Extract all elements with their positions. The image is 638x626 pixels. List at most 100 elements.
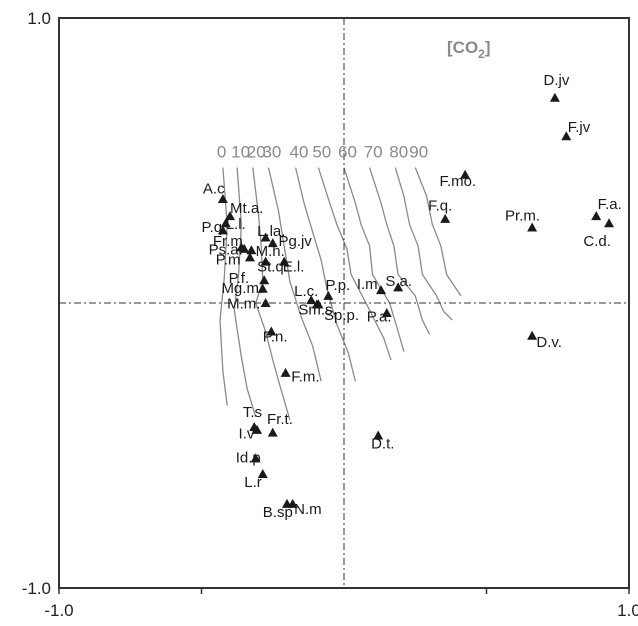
y-tick-label-0: 1.0	[27, 9, 51, 28]
point-label-33: F.q.	[428, 197, 452, 214]
marker-15	[323, 290, 334, 300]
contour-line-70	[368, 167, 431, 335]
point-label-38: F.a.	[598, 196, 622, 213]
point-label-12: P.f.	[229, 270, 250, 287]
contour-label-60: 60	[338, 143, 357, 162]
marker-11	[279, 256, 290, 266]
marker-23	[280, 367, 291, 377]
marker-9	[244, 252, 255, 262]
point-label-20: S.a.	[385, 273, 412, 290]
marker-28	[257, 469, 268, 478]
point-label-21: P.a.	[367, 309, 392, 326]
point-label-25: I.v	[239, 425, 255, 442]
marker-31	[373, 430, 384, 440]
point-label-13: Mg.m.	[221, 280, 263, 297]
point-label-0: A.c	[203, 180, 225, 197]
contour-label-10: 10	[231, 143, 250, 162]
point-label-27: Id.p	[236, 450, 261, 467]
contour-label-40: 40	[290, 143, 309, 162]
point-label-37: F.jv	[568, 119, 591, 136]
species-markers	[217, 92, 615, 508]
marker-5	[239, 243, 250, 253]
point-label-6: M.h.	[256, 243, 285, 260]
environmental-variable-label: [CO2]	[447, 38, 491, 61]
point-label-30: N.m	[294, 501, 322, 518]
contour-line-80	[394, 167, 453, 321]
point-label-24: T.s	[243, 404, 262, 421]
point-label-7: L.la.	[257, 223, 285, 240]
marker-20	[393, 282, 404, 292]
marker-27	[250, 453, 261, 463]
contour-label-0: 0	[217, 143, 226, 162]
marker-21	[381, 307, 392, 317]
marker-14	[306, 295, 317, 305]
marker-7	[260, 232, 271, 242]
marker-8	[267, 238, 278, 248]
point-label-19: I.m.	[357, 276, 382, 293]
contour-line-90	[414, 167, 462, 297]
point-label-36: D.jv	[544, 72, 570, 89]
point-label-1: Mt.a.	[230, 200, 263, 217]
point-label-23: F.m.	[291, 368, 319, 385]
marker-39	[604, 218, 615, 228]
marker-34	[527, 222, 538, 232]
x-tick-label-1: 1.0	[617, 601, 638, 620]
point-label-22: P.n.	[263, 328, 288, 345]
point-label-11: E.l.	[283, 259, 305, 276]
marker-12	[259, 275, 270, 285]
marker-10	[260, 256, 271, 266]
marker-35	[527, 330, 538, 340]
co2-subscript: 2	[478, 47, 485, 61]
contour-label-90: 90	[409, 143, 428, 162]
marker-26	[267, 427, 278, 437]
point-label-35: D.v.	[536, 334, 562, 351]
contour-label-80: 80	[389, 143, 408, 162]
marker-38	[591, 211, 602, 221]
marker-19	[376, 285, 387, 295]
point-label-39: C.d.	[583, 233, 611, 250]
marker-16	[260, 298, 271, 307]
point-label-8: Pg.jv	[278, 233, 312, 250]
point-label-9: P.m	[216, 252, 241, 269]
point-label-18: Sp.p.	[324, 307, 359, 324]
point-label-5: Ps.a.	[209, 242, 243, 259]
contour-label-70: 70	[364, 143, 383, 162]
marker-32	[460, 169, 471, 179]
point-label-4: Fr.m	[213, 233, 243, 250]
point-label-31: D.t.	[371, 435, 394, 452]
marker-33	[440, 213, 451, 223]
point-label-3: P.q	[202, 219, 223, 236]
contour-label-30: 30	[262, 143, 281, 162]
point-label-14: L.c.	[294, 283, 318, 300]
contour-line-40	[294, 167, 357, 382]
contour-line-30	[267, 167, 322, 382]
y-tick-label-1: -1.0	[22, 579, 51, 598]
marker-25	[252, 424, 263, 434]
marker-0	[217, 193, 228, 203]
contour-label-20: 20	[247, 143, 266, 162]
point-label-16: M.m.	[227, 296, 260, 313]
marker-6	[246, 245, 257, 255]
marker-36	[549, 92, 560, 102]
point-label-17: Sm.s.	[298, 301, 336, 318]
species-labels: A.c Mt.a.L.l.P.qFr.mPs.a. M.h. L.la.Pg.jv P.…	[202, 72, 622, 521]
reference-lines	[59, 18, 629, 588]
marker-30	[287, 498, 298, 508]
contour-line-0	[219, 167, 228, 406]
marker-3	[217, 225, 228, 235]
axis-ticks: -1.0 1.0 1.0 -1.0	[22, 9, 638, 620]
point-label-2: L.l.	[226, 216, 246, 233]
marker-13	[257, 283, 268, 293]
contour-line-50	[317, 167, 392, 361]
point-label-26: Fr.t.	[267, 411, 293, 428]
marker-22	[266, 326, 277, 336]
contour-label-50: 50	[312, 143, 331, 162]
marker-2	[220, 218, 231, 228]
point-label-15: P.p.	[325, 277, 350, 294]
contour-line-60	[343, 167, 405, 352]
point-label-29: B.sp	[263, 504, 293, 521]
x-tick-label-0: -1.0	[44, 601, 73, 620]
